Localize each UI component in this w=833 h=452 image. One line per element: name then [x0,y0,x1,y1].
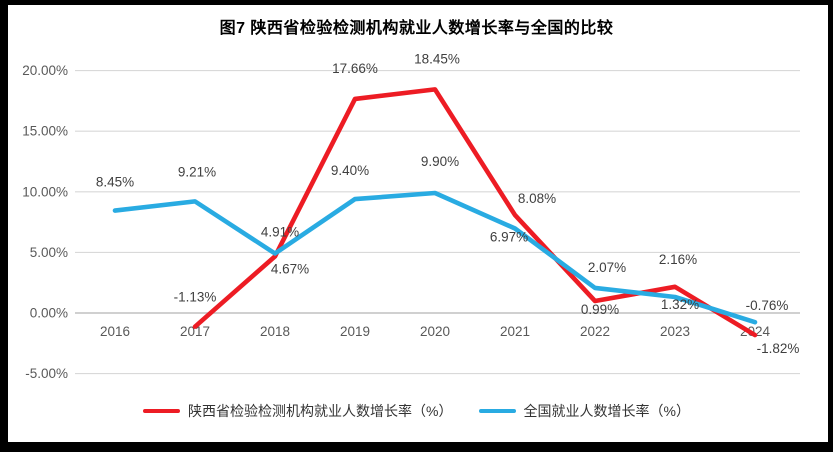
x-axis-tick-label: 2020 [420,324,450,339]
x-axis-tick-label: 2023 [660,324,690,339]
legend-item-shaanxi: 陕西省检验检测机构就业人数增长率（%） [143,401,453,421]
data-label: 4.67% [271,261,309,276]
chart-area [8,5,828,442]
x-axis-tick-label: 2022 [580,324,610,339]
data-label: 8.45% [96,175,134,190]
data-label: -0.76% [746,298,789,313]
data-label: 18.45% [414,51,460,66]
y-axis-tick-label: 5.00% [30,245,68,260]
data-label: -1.13% [174,290,217,305]
data-label: 2.07% [588,260,626,275]
x-axis-tick-label: 2016 [100,324,130,339]
data-label: 8.08% [518,191,556,206]
legend-label-national: 全国就业人数增长率（%） [523,403,690,419]
data-label: -1.82% [757,341,800,356]
legend-label-shaanxi: 陕西省检验检测机构就业人数增长率（%） [188,403,453,419]
series-line-national [112,190,758,325]
data-label: 2.16% [659,252,697,267]
y-axis-tick-label: 0.00% [30,306,68,321]
data-label: 9.90% [421,154,459,169]
legend: 陕西省检验检测机构就业人数增长率（%） 全国就业人数增长率（%） [0,401,833,421]
legend-swatch-national-line [478,408,516,414]
chart-title: 图7 陕西省检验检测机构就业人数增长率与全国的比较 [219,20,614,37]
y-axis-tick-label: 20.00% [22,63,68,78]
data-label: 17.66% [332,61,378,76]
series-line-shaanxi [192,87,758,338]
x-axis-tick-label: 2019 [340,324,370,339]
y-axis-tick-label: 15.00% [22,124,68,139]
data-label: 6.97% [490,230,528,245]
data-label: 0.99% [581,302,619,317]
legend-item-national: 全国就业人数增长率（%） [478,401,690,421]
data-label: 4.91% [261,224,299,239]
x-axis-tick-label: 2021 [500,324,530,339]
y-axis-tick-label: 10.00% [22,184,68,199]
data-label: 9.40% [331,163,369,178]
legend-swatch-shaanxi-line [143,408,181,414]
x-axis-tick-label: 2017 [180,324,210,339]
x-axis-tick-label: 2024 [740,324,771,339]
data-label: 9.21% [178,164,216,179]
x-axis-tick-label: 2018 [260,324,290,339]
data-label: 1.32% [661,297,699,312]
y-axis-tick-label: -5.00% [25,366,68,381]
